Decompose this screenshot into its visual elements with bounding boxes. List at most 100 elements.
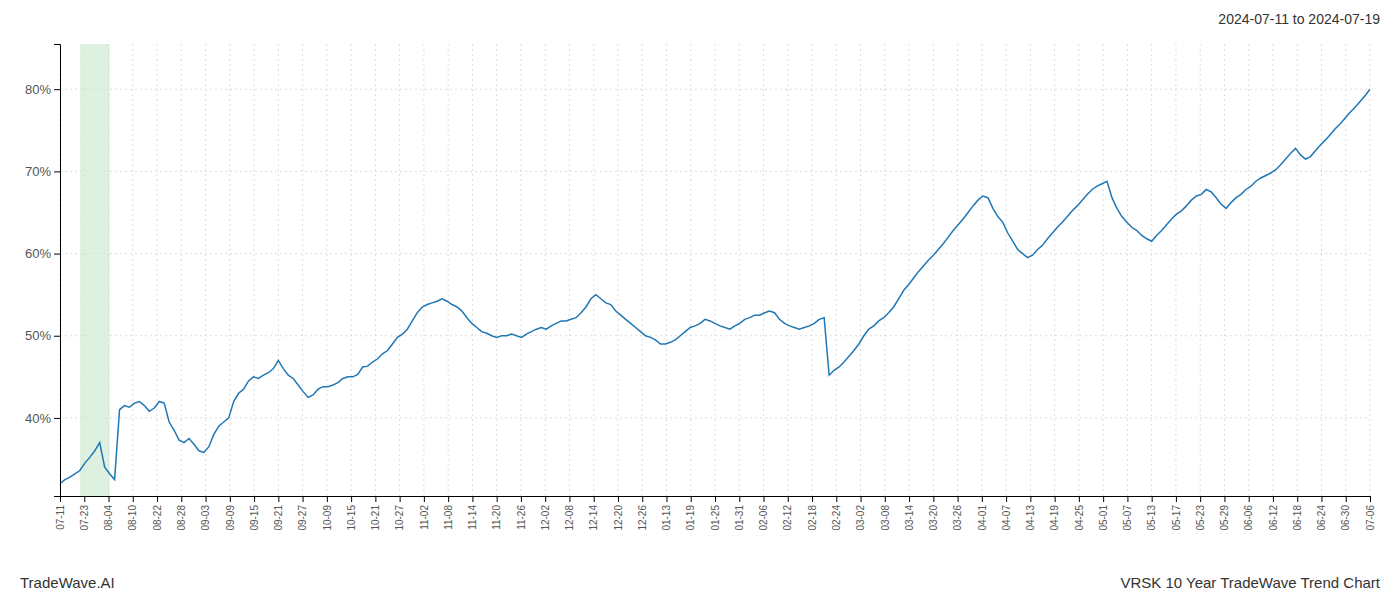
tick-label: 04-19 (1049, 505, 1060, 531)
x-tick: 11-08 (443, 496, 454, 530)
chart: 07-1107-2308-0408-1008-2208-2809-0309-09… (0, 0, 1400, 600)
tick-mark (1370, 496, 1371, 502)
tick-label: 10-27 (394, 505, 405, 531)
x-tick: 12-14 (588, 496, 599, 531)
tick-mark (1346, 496, 1347, 502)
x-tick: 08-22 (152, 496, 163, 531)
grid-line (60, 253, 1370, 254)
grid-line (399, 44, 400, 496)
tick-mark (715, 496, 716, 502)
tick-label: 07-11 (55, 505, 66, 530)
x-tick: 11-26 (516, 496, 527, 530)
tick-mark (836, 496, 837, 502)
tick-mark (54, 418, 60, 419)
tick-label: 03-08 (880, 505, 891, 531)
x-tick: 04-25 (1074, 496, 1085, 531)
grid-line (957, 44, 958, 496)
grid-line (836, 44, 837, 496)
tick-label: 03-02 (855, 505, 866, 531)
y-axis-line (54, 45, 61, 497)
x-tick: 10-09 (322, 496, 333, 531)
x-tick: 03-20 (928, 496, 939, 531)
x-tick: 06-06 (1243, 496, 1254, 531)
tick-label: 80% (25, 82, 51, 97)
tick-label: 05-13 (1146, 505, 1157, 531)
tick-label: 10-15 (346, 505, 357, 531)
x-tick: 08-04 (103, 496, 114, 531)
tick-mark (1200, 496, 1201, 502)
x-tick: 04-01 (977, 496, 988, 531)
tick-label: 08-28 (176, 505, 187, 531)
grid-line (1272, 44, 1273, 496)
tick-mark (739, 496, 740, 502)
grid-line (278, 44, 279, 496)
tick-label: 11-02 (419, 505, 430, 530)
tick-mark (958, 496, 959, 502)
grid-line (909, 44, 910, 496)
x-tick: 02-18 (807, 496, 818, 531)
tick-label: 50% (25, 328, 51, 343)
tick-mark (1297, 496, 1298, 502)
tick-label: 06-30 (1340, 505, 1351, 531)
grid-line (715, 44, 716, 496)
y-tick: 80% (25, 82, 60, 97)
tick-mark (157, 496, 158, 502)
x-tick: 12-02 (540, 496, 551, 531)
grid-line (1175, 44, 1176, 496)
x-tick: 06-12 (1268, 496, 1279, 531)
annotation: TradeWave.AI (20, 574, 115, 591)
tick-mark (109, 496, 110, 502)
grid-line (569, 44, 570, 496)
grid-line (1103, 44, 1104, 496)
tick-mark (618, 496, 619, 502)
tick-label: 12-20 (613, 505, 624, 531)
x-tick: 12-26 (637, 496, 648, 531)
grid-line (1006, 44, 1007, 496)
grid-line (520, 44, 521, 496)
tick-label: 08-04 (103, 505, 114, 531)
plot-area (60, 44, 1370, 496)
x-tick: 04-19 (1049, 496, 1060, 531)
x-tick: 10-21 (370, 496, 381, 531)
x-tick: 06-30 (1340, 496, 1351, 531)
tick-mark (84, 496, 85, 502)
grid-line (1054, 44, 1055, 496)
grid-line (981, 44, 982, 496)
subtitle: 2024-07-11 to 2024-07-19 (1218, 11, 1380, 27)
tick-label: 06-24 (1316, 505, 1327, 531)
tick-mark (1030, 496, 1031, 502)
grid-line (229, 44, 230, 496)
grid-line (448, 44, 449, 496)
x-tick: 11-14 (467, 496, 478, 530)
tick-label: 01-25 (710, 505, 721, 531)
grid-line (132, 44, 133, 496)
grid-line (884, 44, 885, 496)
tick-label: 09-03 (200, 505, 211, 531)
tick-mark (1006, 496, 1007, 502)
tick-label: 05-07 (1122, 505, 1133, 531)
tick-mark (181, 496, 182, 502)
tick-label: 06-12 (1268, 505, 1279, 531)
x-tick: 03-08 (880, 496, 891, 531)
tick-label: 06-18 (1292, 505, 1303, 531)
tick-label: 04-25 (1074, 505, 1085, 531)
tick-mark (375, 496, 376, 502)
x-tick: 09-15 (249, 496, 260, 531)
x-tick: 01-19 (685, 496, 696, 531)
x-tick: 04-07 (1001, 496, 1012, 531)
x-tick: 12-08 (564, 496, 575, 531)
x-tick: 08-10 (127, 496, 138, 531)
y-tick: 70% (25, 164, 60, 179)
tick-mark (448, 496, 449, 502)
x-tick: 06-18 (1292, 496, 1303, 531)
tick-mark (424, 496, 425, 502)
grid-line (1030, 44, 1031, 496)
x-tick: 02-06 (758, 496, 769, 531)
y-tick: 40% (25, 411, 60, 426)
tick-label: 09-09 (225, 505, 236, 531)
tick-label: 10-21 (370, 505, 381, 531)
tick-mark (497, 496, 498, 502)
grid-line (739, 44, 740, 496)
x-tick: 04-13 (1025, 496, 1036, 531)
tick-mark (351, 496, 352, 502)
